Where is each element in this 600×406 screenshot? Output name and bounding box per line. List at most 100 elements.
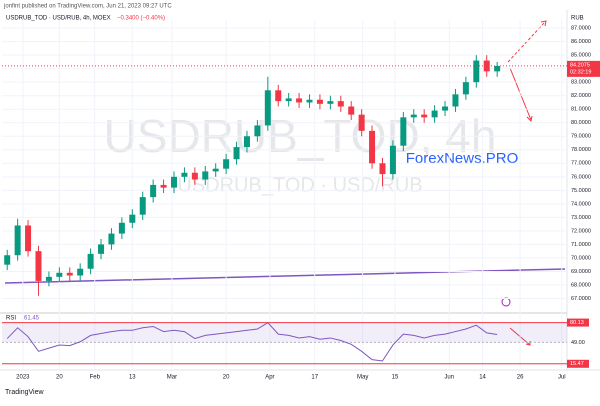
- candle-body: [14, 225, 21, 256]
- rsi-name: RSI: [6, 316, 16, 322]
- candle-body: [421, 114, 428, 118]
- candle-body: [442, 106, 449, 111]
- y-tick-label: 73.0000: [571, 215, 591, 221]
- countdown: 02:32:19: [570, 69, 591, 75]
- x-tick-label: Jun: [444, 375, 454, 381]
- candle-body: [212, 168, 219, 172]
- arrowhead: [540, 20, 547, 27]
- y-tick-label: 74.0000: [571, 201, 591, 207]
- y-tick-label: 80.0000: [571, 120, 591, 126]
- y-tick-label: 83.0000: [571, 80, 591, 86]
- candle-body: [306, 99, 313, 103]
- x-tick-label: Apr: [265, 375, 274, 381]
- y-tick-label: 71.0000: [571, 242, 591, 248]
- y-tick-label: 87.0000: [571, 26, 591, 32]
- candle-body: [327, 101, 334, 104]
- rsi-last: 61.45: [24, 316, 40, 322]
- x-tick-label: 26: [517, 375, 524, 381]
- candle-body: [483, 60, 490, 72]
- y-tick-label: 68.0000: [571, 282, 591, 288]
- y-tick-label: 75.0000: [571, 188, 591, 194]
- candle-body: [108, 233, 115, 245]
- x-tick-label: 17: [311, 375, 318, 381]
- x-tick-label: 13: [129, 375, 136, 381]
- brand: TradingView: [5, 389, 44, 396]
- rsi-level-label: 15.47: [570, 361, 584, 367]
- x-tick-label: 2023: [16, 375, 30, 381]
- candle-body: [264, 90, 271, 126]
- candle-body: [275, 90, 282, 102]
- candle-body: [462, 82, 469, 95]
- candle-body: [171, 176, 178, 188]
- candle-body: [35, 251, 42, 281]
- y-tick-label: 81.0000: [571, 107, 591, 113]
- rsi-level-box: [567, 318, 589, 327]
- y-tick-label: 70.0000: [571, 255, 591, 261]
- x-tick-label: 14: [479, 375, 486, 381]
- candle-body: [25, 225, 32, 252]
- y-tick-label: 82.0000: [571, 93, 591, 99]
- rsi-tick-label: 49.00: [571, 340, 585, 346]
- candle-body: [452, 94, 459, 107]
- candle-body: [348, 106, 355, 115]
- candle-body: [202, 171, 209, 180]
- candle-body: [369, 130, 376, 164]
- watermark-sub: USDRUB_TOD · USD/RUB: [177, 174, 422, 196]
- candle-body: [233, 147, 240, 160]
- x-tick-label: Jul: [558, 375, 566, 381]
- y-tick-label: 86.0000: [571, 39, 591, 45]
- y-tick-label: 77.0000: [571, 161, 591, 167]
- candle-body: [160, 184, 167, 188]
- candle-body: [87, 253, 94, 269]
- rsi-band: [2, 322, 567, 343]
- arrowhead: [526, 115, 533, 123]
- candle-body: [389, 145, 396, 175]
- candle-body: [191, 172, 198, 180]
- price-change: −0.3400 (−0.40%): [117, 16, 165, 22]
- candle-body: [4, 255, 11, 265]
- candle-body: [285, 98, 292, 102]
- candle-body: [494, 65, 501, 72]
- rsi-line: [6, 322, 498, 362]
- candle-body: [254, 125, 261, 137]
- candle-body: [129, 214, 136, 223]
- publisher-line: jonfint published on TradingView.com, Ju…: [3, 4, 172, 10]
- currency: RUB: [571, 16, 584, 22]
- chart-title: USDRUB_TOD · USD/RUB, 4h, MOEX: [6, 16, 111, 22]
- y-tick-label: 67.0000: [571, 296, 591, 302]
- candle-body: [118, 222, 125, 234]
- y-tick-label: 76.0000: [571, 174, 591, 180]
- price-label-box: [567, 60, 600, 77]
- rsi-level-label: 80.13: [570, 320, 584, 326]
- candle-body: [56, 272, 63, 277]
- x-tick-label: Feb: [90, 375, 101, 381]
- candle-body: [243, 136, 250, 148]
- y-tick-label: 69.0000: [571, 269, 591, 275]
- rsi-level-box: [567, 359, 589, 368]
- candle-body: [358, 114, 365, 131]
- candle-body: [181, 172, 188, 177]
- candle-body: [223, 159, 230, 169]
- candle-body: [410, 114, 417, 118]
- candle-body: [150, 184, 157, 198]
- y-tick-label: 78.0000: [571, 147, 591, 153]
- x-tick-label: May: [357, 375, 368, 381]
- candle-body: [400, 117, 407, 146]
- candle-body: [45, 276, 52, 281]
- y-tick-label: 72.0000: [571, 228, 591, 234]
- current-price-label: 84.2075: [570, 62, 590, 68]
- y-tick-label: 85.0000: [571, 53, 591, 59]
- candle-body: [296, 98, 303, 103]
- candle-body: [66, 272, 73, 276]
- y-tick-label: 79.0000: [571, 134, 591, 140]
- candle-body: [473, 60, 480, 83]
- x-tick-label: 15: [392, 375, 399, 381]
- candle-body: [316, 99, 323, 104]
- watermark-annotation: ForexNews.PRO: [406, 150, 519, 167]
- candle-body: [337, 101, 344, 107]
- candle-body: [379, 163, 386, 175]
- candle-body: [98, 244, 105, 254]
- candle-body: [431, 110, 438, 118]
- x-tick-label: 20: [56, 375, 63, 381]
